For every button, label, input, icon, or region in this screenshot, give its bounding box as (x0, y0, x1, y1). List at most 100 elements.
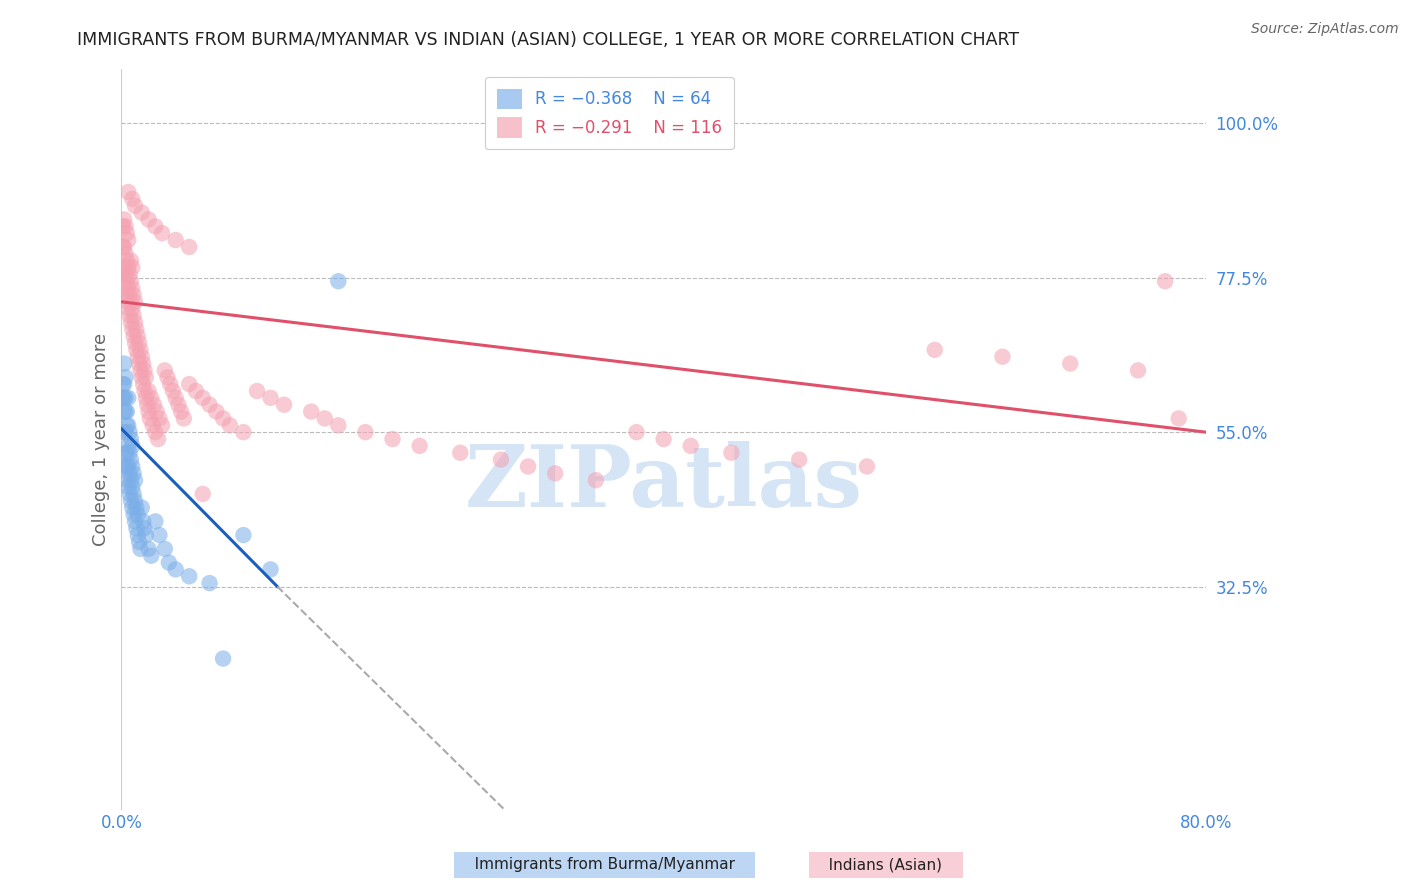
Point (328, 274, 350, 288)
Point (120, 473, 142, 487)
Point (205, 404, 228, 418)
Point (118, 446, 141, 460)
Point (112, 281, 135, 295)
Point (115, 226, 138, 240)
Point (652, 432, 675, 446)
Point (112, 391, 135, 405)
Point (159, 377, 181, 392)
Point (120, 452, 142, 467)
Point (139, 411, 162, 425)
Point (111, 240, 134, 254)
Point (544, 467, 567, 481)
Point (449, 446, 471, 460)
Point (146, 432, 169, 446)
Point (125, 322, 148, 336)
Point (124, 493, 146, 508)
Point (125, 521, 148, 535)
Point (408, 439, 430, 453)
Point (153, 363, 176, 377)
Point (1154, 274, 1177, 288)
Point (115, 459, 138, 474)
Point (153, 541, 176, 556)
Point (679, 439, 702, 453)
Point (112, 357, 135, 371)
Point (165, 391, 187, 405)
Point (114, 391, 136, 405)
Point (117, 480, 139, 494)
Point (122, 309, 145, 323)
Point (135, 391, 157, 405)
Point (117, 459, 139, 474)
Point (150, 418, 173, 433)
Point (124, 335, 146, 350)
Point (354, 425, 377, 439)
Point (143, 514, 166, 528)
Point (127, 508, 149, 522)
Point (124, 315, 146, 329)
Point (112, 212, 135, 227)
Point (111, 219, 134, 234)
Point (114, 219, 136, 234)
Point (121, 439, 143, 453)
Point (198, 576, 221, 591)
Point (114, 425, 136, 439)
Point (381, 432, 404, 446)
Point (121, 281, 143, 295)
Point (143, 425, 166, 439)
Point (162, 384, 184, 398)
Point (131, 205, 153, 219)
Point (127, 329, 149, 343)
Point (141, 549, 163, 563)
Legend: R = −0.368    N = 64, R = −0.291    N = 116: R = −0.368 N = 64, R = −0.291 N = 116 (485, 77, 734, 149)
Point (124, 514, 146, 528)
Point (145, 404, 167, 418)
Point (246, 384, 269, 398)
Point (111, 268, 134, 282)
Point (122, 288, 145, 302)
Point (150, 226, 173, 240)
Point (787, 452, 810, 467)
Point (273, 398, 295, 412)
Point (136, 398, 159, 412)
Point (121, 192, 143, 206)
Point (125, 500, 148, 515)
Point (118, 487, 141, 501)
Text: ZIPatlas: ZIPatlas (464, 442, 863, 525)
Point (114, 268, 136, 282)
Point (259, 562, 281, 576)
Point (167, 398, 190, 412)
Point (128, 357, 150, 371)
Point (212, 411, 235, 425)
Point (138, 212, 160, 227)
Point (120, 493, 142, 508)
Point (143, 219, 166, 234)
Point (115, 418, 138, 433)
Text: Source: ZipAtlas.com: Source: ZipAtlas.com (1251, 22, 1399, 37)
Point (117, 281, 139, 295)
Point (127, 350, 149, 364)
Point (118, 467, 141, 481)
Point (112, 377, 135, 392)
Point (117, 260, 139, 275)
Point (129, 343, 152, 357)
Text: IMMIGRANTS FROM BURMA/MYANMAR VS INDIAN (ASIAN) COLLEGE, 1 YEAR OR MORE CORRELAT: IMMIGRANTS FROM BURMA/MYANMAR VS INDIAN … (77, 31, 1019, 49)
Point (328, 418, 350, 433)
Point (259, 391, 281, 405)
Point (115, 274, 138, 288)
Point (117, 185, 139, 199)
Y-axis label: College, 1 year or more: College, 1 year or more (93, 333, 110, 546)
Point (1059, 357, 1081, 371)
Point (114, 370, 136, 384)
Point (114, 446, 136, 460)
Point (121, 322, 143, 336)
Point (991, 350, 1014, 364)
Point (134, 363, 156, 377)
Point (120, 432, 142, 446)
Point (138, 384, 160, 398)
Point (131, 350, 153, 364)
Point (115, 446, 138, 460)
Point (117, 439, 139, 453)
Point (720, 446, 742, 460)
Point (128, 535, 150, 549)
Point (191, 391, 214, 405)
